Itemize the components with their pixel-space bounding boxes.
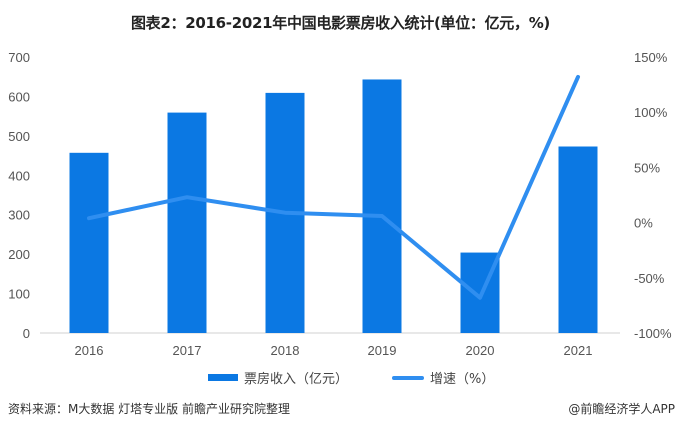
x-tick-label: 2019 <box>368 343 397 358</box>
legend: 票房收入（亿元） 增速（%） <box>208 368 538 387</box>
left-tick-label: 400 <box>8 168 30 183</box>
x-tick-label: 2020 <box>466 343 495 358</box>
right-tick-label: 50% <box>634 160 660 175</box>
left-tick-label: 0 <box>23 326 30 341</box>
bar-2019 <box>362 79 402 333</box>
left-tick-label: 600 <box>8 89 30 104</box>
growth-line-series <box>87 74 580 300</box>
right-tick-label: 150% <box>634 50 668 65</box>
left-tick-label: 200 <box>8 247 30 262</box>
bar-2017 <box>167 112 207 333</box>
bar-swatch-icon <box>208 374 238 381</box>
bar-2016 <box>69 152 109 333</box>
x-tick-label: 2021 <box>564 343 593 358</box>
x-tick-label: 2017 <box>173 343 202 358</box>
legend-label-growth: 增速（%） <box>430 372 495 387</box>
brand-credit: @前瞻经济学人APP <box>568 402 675 416</box>
x-axis-ticks: 2016 2017 2018 2019 2020 2021 <box>75 343 593 358</box>
legend-item-growth: 增速（%） <box>392 368 494 387</box>
line-swatch-icon <box>392 375 425 380</box>
x-tick-label: 2016 <box>75 343 104 358</box>
right-tick-label: 100% <box>634 105 668 120</box>
legend-label-revenue: 票房收入（亿元） <box>244 372 349 387</box>
source-note: 资料来源：M大数据 灯塔专业版 前瞻产业研究院整理 <box>8 402 290 416</box>
left-tick-label: 300 <box>8 208 30 223</box>
right-tick-label: -50% <box>634 271 665 286</box>
legend-item-revenue: 票房收入（亿元） <box>208 368 348 387</box>
chart-title: 图表2：2016-2021年中国电影票房收入统计(单位：亿元，%) <box>130 14 550 32</box>
right-tick-label: -100% <box>634 326 672 341</box>
right-tick-label: 0% <box>634 216 653 231</box>
bar-2021 <box>558 146 598 333</box>
right-axis-ticks: -100% -50% 0% 50% 100% 150% <box>634 50 672 341</box>
x-tick-label: 2018 <box>271 343 300 358</box>
left-tick-label: 500 <box>8 129 30 144</box>
left-axis-ticks: 0 100 200 300 400 500 600 700 <box>8 50 30 341</box>
left-tick-label: 100 <box>8 287 30 302</box>
left-tick-label: 700 <box>8 50 30 65</box>
